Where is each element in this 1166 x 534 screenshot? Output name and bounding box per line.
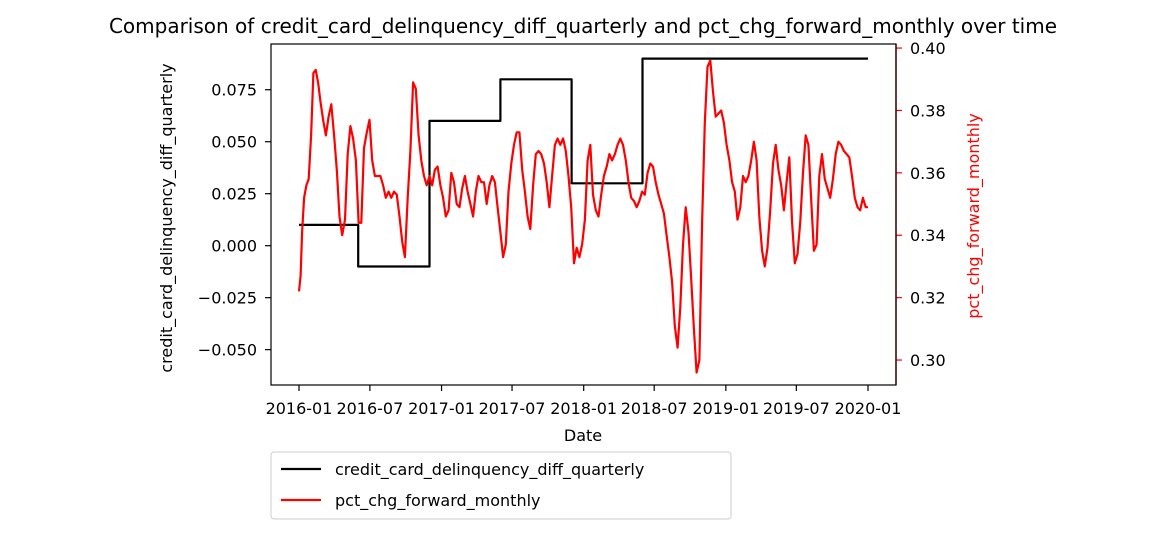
y-right-tick-label: 0.40 <box>910 39 946 58</box>
y-axis-left-label: credit_card_delinquency_diff_quarterly <box>157 63 177 372</box>
x-tick-label: 2019-07 <box>763 399 830 418</box>
legend: credit_card_delinquency_diff_quarterly p… <box>270 451 732 520</box>
y-left-tick-label: 0.000 <box>211 237 257 256</box>
x-tick-label: 2017-01 <box>408 399 475 418</box>
axes-layer: 2016-01 2016-07 2017-01 2017-07 2018-01 2018-… <box>198 39 946 418</box>
y-right-tick-label: 0.34 <box>910 226 946 245</box>
y-axis-right-label: pct_chg_forward_monthly <box>964 113 984 319</box>
legend-label-delinquency: credit_card_delinquency_diff_quarterly <box>335 460 644 480</box>
legend-label-pct-chg: pct_chg_forward_monthly <box>335 491 541 511</box>
y-right-tick-label: 0.38 <box>910 101 946 120</box>
x-tick-label: 2018-01 <box>550 399 617 418</box>
legend-box <box>270 451 732 520</box>
plot-frame <box>270 43 897 386</box>
x-tick-label: 2017-07 <box>479 399 546 418</box>
x-tick-label: 2020-01 <box>835 399 902 418</box>
y-left-tick-label: 0.075 <box>211 81 257 100</box>
x-tick-label: 2018-07 <box>621 399 688 418</box>
series-line-credit-card-delinquency <box>299 57 868 268</box>
x-tick-label: 2016-07 <box>336 399 403 418</box>
series-layer <box>297 57 868 374</box>
y-left-tick-label: 0.025 <box>211 185 257 204</box>
y-left-tick-label: −0.050 <box>198 341 257 360</box>
y-left-tick-label: −0.025 <box>198 289 257 308</box>
x-axis-label: Date <box>564 426 602 445</box>
x-tick-label: 2019-01 <box>692 399 759 418</box>
x-tick-label: 2016-01 <box>266 399 333 418</box>
chart-title: Comparison of credit_card_delinquency_di… <box>109 14 1057 38</box>
series-line-pct-chg-forward-monthly <box>297 59 868 374</box>
y-left-tick-label: 0.050 <box>211 133 257 152</box>
y-right-tick-label: 0.30 <box>910 351 946 370</box>
y-right-tick-label: 0.32 <box>910 289 946 308</box>
y-right-tick-label: 0.36 <box>910 164 946 183</box>
